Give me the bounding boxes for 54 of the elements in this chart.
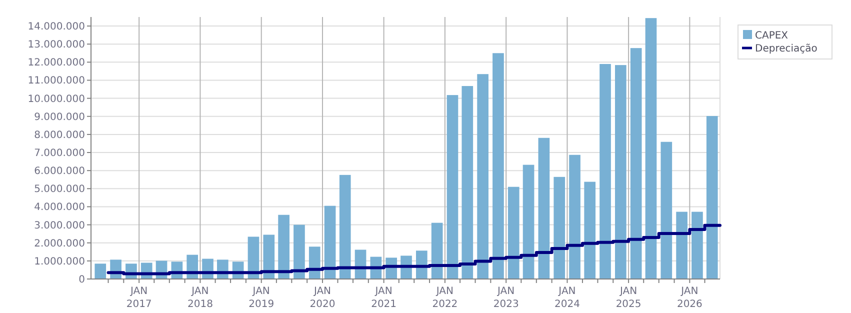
legend-label: Depreciação: [755, 44, 818, 54]
y-tick-label: 13.000.000: [28, 40, 85, 51]
bar: [477, 74, 488, 279]
y-tick-label: 2.000.000: [34, 238, 85, 250]
bar: [324, 206, 336, 279]
bar: [462, 86, 474, 279]
legend-label: CAPEX: [755, 30, 788, 42]
bar: [263, 234, 275, 279]
bar: [584, 182, 596, 279]
bar: [692, 212, 703, 279]
x-tick-label: JAN 2026: [676, 286, 702, 310]
y-tick-label: 0: [78, 274, 85, 286]
y-tick-label: 3.000.000: [34, 220, 85, 232]
bar: [508, 186, 520, 279]
bar: [308, 246, 320, 279]
bar: [446, 95, 458, 279]
x-tick-label: JAN 2025: [616, 286, 642, 310]
bar: [538, 138, 550, 279]
x-tick-label: JAN 2017: [126, 286, 152, 310]
bar: [569, 154, 580, 279]
x-tick-label: JAN 2018: [187, 286, 213, 310]
y-tick-label: 7.000.000: [34, 148, 85, 160]
x-tick-label: JAN 2024: [554, 286, 580, 310]
bar: [431, 222, 443, 279]
y-tick-label: 8.000.000: [34, 130, 85, 141]
bar: [248, 236, 260, 279]
bar: [615, 65, 626, 279]
bar: [600, 64, 611, 279]
x-tick-label: JAN 2023: [493, 286, 519, 310]
y-tick-label: 1.000.000: [34, 256, 85, 268]
bar: [660, 142, 672, 279]
bar: [630, 48, 642, 279]
y-tick-label: 12.000.000: [28, 58, 85, 69]
y-tick-label: 11.000.000: [28, 76, 85, 87]
y-tick-label: 6.000.000: [34, 166, 85, 178]
y-tick-label: 9.000.000: [34, 112, 85, 123]
y-tick-label: 5.000.000: [34, 184, 85, 196]
bar: [492, 53, 504, 279]
bar: [522, 164, 534, 279]
y-tick-label: 4.000.000: [34, 202, 85, 214]
bar: [294, 224, 305, 279]
x-tick-label: JAN 2022: [432, 286, 458, 310]
x-tick-label: JAN 2021: [371, 286, 397, 310]
bar: [676, 212, 688, 279]
bar: [339, 174, 351, 279]
bar: [554, 176, 566, 279]
bar: [94, 264, 106, 279]
bar: [645, 18, 657, 279]
y-tick-label: 10.000.000: [28, 94, 85, 105]
x-tick-label: JAN 2019: [248, 286, 274, 310]
y-tick-label: 14.000.000: [28, 22, 85, 33]
bar: [278, 214, 290, 279]
x-tick-label: JAN 2020: [310, 286, 336, 310]
bar: [706, 116, 718, 279]
